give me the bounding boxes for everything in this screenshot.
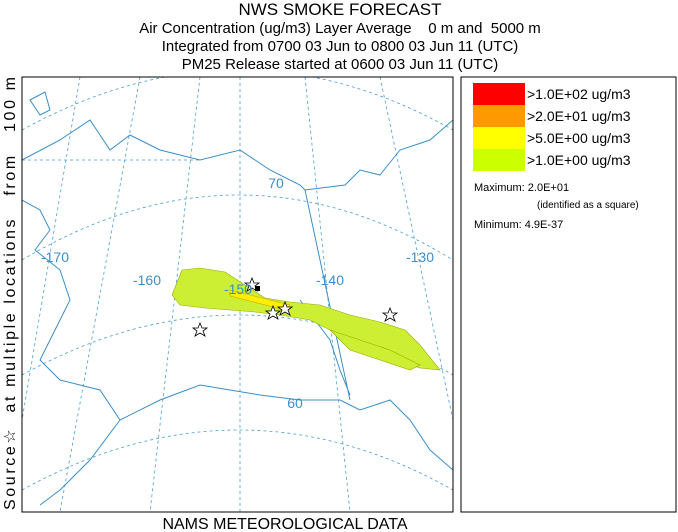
coastline [22,91,453,191]
subtitle: PM25 Release started at 0600 03 Jun 11 (… [182,56,499,73]
lon-label: -170 [41,249,69,265]
lat-label: 60 [287,395,303,411]
legend-swatch [473,83,525,105]
legend-frame [460,76,677,513]
coastline [22,199,453,506]
map-frame [21,76,454,513]
side-label: Source☆ at multiple locations from 100 m [2,77,19,510]
maximum-square [255,286,260,291]
source-star [191,276,399,337]
legend: Maximum: 2.0E+01 (identified as a square… [460,76,677,513]
graticule [22,194,453,261]
footer: NAMS METEOROLOGICAL DATA [162,516,407,532]
legend-swatch [473,127,525,149]
legend-swatch [473,105,525,127]
subtitle: Integrated from 0700 03 Jun to 0800 03 J… [162,38,519,55]
title: NWS SMOKE FORECAST [238,0,441,19]
legend-label: >2.0E+01 ug/m3 [527,108,631,124]
plume [329,329,421,371]
maximum: Maximum: 2.0E+01 [474,182,569,194]
lat-label: 70 [268,175,284,191]
lon-label: -150 [224,281,252,297]
map: -170 -160 -150 -140 -130 70 60 [21,76,454,513]
graticule [22,429,453,491]
legend-label: >1.0E+00 ug/m3 [527,152,631,168]
graticule [22,77,453,131]
legend-swatch [473,149,525,171]
minimum: Minimum: 4.9E-37 [474,219,563,231]
lon-label: -140 [316,272,344,288]
lon-label: -160 [133,272,161,288]
lon-label: -130 [406,249,434,265]
subtitle: Air Concentration (ug/m3) Layer Average … [139,20,541,37]
legend-label: >5.0E+00 ug/m3 [527,130,631,146]
maximum-note: (identified as a square) [537,200,639,211]
legend-label: >1.0E+02 ug/m3 [527,86,631,102]
border [299,189,351,401]
